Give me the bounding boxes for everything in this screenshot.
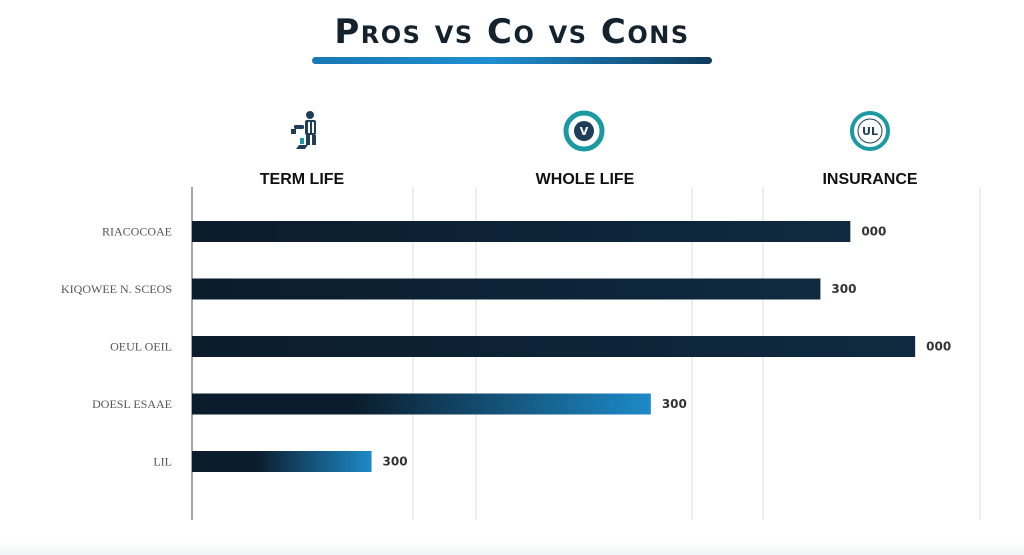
chart-title: Pros vs Co vs Cons: [334, 12, 690, 52]
category-label: DOESL ESAAE: [92, 397, 172, 411]
data-label: 300: [831, 282, 856, 296]
bar: [192, 221, 851, 242]
data-label: 300: [383, 455, 408, 469]
column-label-term-life: TERM LIFE: [259, 171, 345, 188]
data-label: 300: [662, 397, 687, 411]
bar: [192, 336, 916, 357]
category-label: KIQOWEE N. SCEOS: [61, 282, 172, 296]
data-label: 000: [926, 340, 951, 354]
bar: [192, 278, 821, 300]
title-underline: [312, 57, 712, 64]
bar: [192, 393, 651, 415]
data-label: 000: [861, 225, 886, 239]
bar: [192, 451, 372, 472]
category-label: LIL: [153, 455, 172, 469]
column-label-insurance: INSURANCE: [822, 171, 918, 188]
insurance-icon-glyph: UL: [862, 125, 878, 138]
circle-badge-icon: UL: [847, 108, 893, 154]
circle-badge-icon: V: [561, 108, 607, 154]
category-label: RIACOCOAE: [102, 225, 172, 239]
column-label-whole-life: WHOLE LIFE: [535, 171, 635, 188]
bottom-shade: [0, 542, 1024, 555]
category-label: OEUL OEIL: [110, 340, 172, 354]
whole-life-icon-glyph: V: [580, 125, 589, 138]
person-figure-icon: [282, 108, 328, 154]
